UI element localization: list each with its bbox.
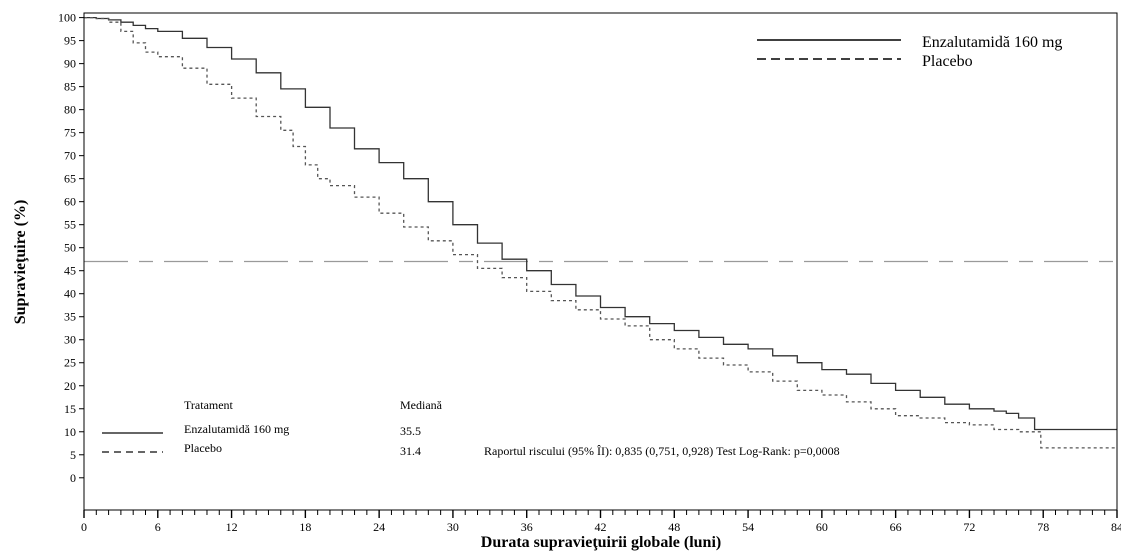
table-row-placebo-median: 31.4 — [400, 444, 421, 458]
y-tick-label: 95 — [64, 34, 76, 48]
y-axis: 0 5 10 15 20 25 30 35 40 45 50 55 60 65 70 75 80 85 90 95 10… — [58, 11, 84, 485]
x-tick-label: 42 — [595, 520, 607, 534]
x-tick-label: 30 — [447, 520, 459, 534]
y-tick-label: 50 — [64, 241, 76, 255]
x-tick-label: 0 — [81, 520, 87, 534]
y-tick-label: 20 — [64, 379, 76, 393]
legend: Enzalutamidă 160 mg Placebo — [757, 34, 1062, 70]
y-tick-label: 65 — [64, 172, 76, 186]
y-tick-label: 90 — [64, 57, 76, 71]
y-tick-label: 35 — [64, 310, 76, 324]
x-tick-label: 60 — [816, 520, 828, 534]
x-tick-label: 54 — [742, 520, 754, 534]
legend-label-enzalutamide: Enzalutamidă 160 mg — [922, 34, 1062, 51]
y-tick-label: 40 — [64, 287, 76, 301]
x-tick-label: 36 — [521, 520, 533, 534]
table-header-median: Mediană — [400, 398, 443, 412]
y-tick-label: 55 — [64, 218, 76, 232]
x-tick-label: 24 — [373, 520, 385, 534]
y-tick-label: 100 — [58, 11, 76, 25]
x-axis: 0 6 12 18 24 30 36 42 48 54 60 66 72 78 84 — [81, 510, 1121, 534]
y-tick-label: 25 — [64, 356, 76, 370]
y-tick-label: 80 — [64, 103, 76, 117]
series-placebo-line — [84, 16, 1117, 449]
y-tick-label: 30 — [64, 333, 76, 347]
y-tick-label: 0 — [70, 471, 76, 485]
table-header-treatment: Tratament — [184, 398, 234, 412]
y-tick-label: 75 — [64, 126, 76, 140]
y-tick-label: 60 — [64, 195, 76, 209]
x-tick-label: 84 — [1111, 520, 1121, 534]
y-tick-label: 10 — [64, 425, 76, 439]
y-tick-label: 45 — [64, 264, 76, 278]
x-tick-label: 18 — [299, 520, 311, 534]
series-enzalutamide-line — [84, 16, 1117, 431]
x-tick-label: 66 — [890, 520, 902, 534]
y-tick-label: 5 — [70, 448, 76, 462]
table-row-enzalutamide-median: 35.5 — [400, 424, 421, 438]
x-tick-label: 12 — [226, 520, 238, 534]
stats-annotation: Raportul riscului (95% ÎI): 0,835 (0,751… — [484, 444, 840, 458]
x-tick-label: 6 — [155, 520, 161, 534]
y-tick-label: 15 — [64, 402, 76, 416]
x-tick-label: 78 — [1037, 520, 1049, 534]
y-axis-title: Supravieţuire (%) — [12, 200, 29, 325]
x-tick-label: 72 — [963, 520, 975, 534]
x-tick-label: 48 — [668, 520, 680, 534]
x-axis-title: Durata supravieţuirii globale (luni) — [481, 534, 721, 551]
table-row-placebo-label: Placebo — [184, 441, 222, 455]
series-layer — [84, 16, 1117, 449]
y-tick-label: 70 — [64, 149, 76, 163]
legend-label-placebo: Placebo — [922, 53, 973, 70]
table-row-enzalutamide-label: Enzalutamidă 160 mg — [184, 422, 289, 436]
summary-table: Tratament Mediană Enzalutamidă 160 mg 35… — [102, 398, 840, 458]
y-tick-label: 85 — [64, 80, 76, 94]
